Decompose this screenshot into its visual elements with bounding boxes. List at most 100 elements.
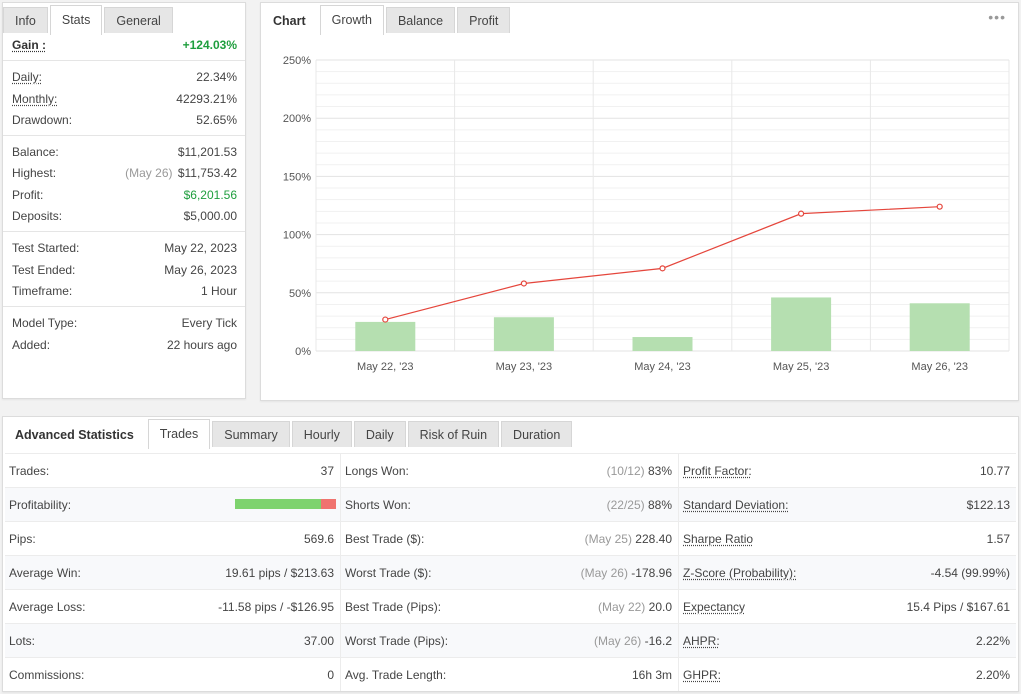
stat-value-group: 10.77 <box>980 464 1010 478</box>
stat-value: 2.22% <box>975 634 1010 648</box>
y-tick-label: 200% <box>283 113 311 125</box>
stat-value: 1.57 <box>986 532 1010 546</box>
x-tick-label: May 23, '23 <box>496 361 553 373</box>
gain-row: Gain : +124.03% <box>3 35 245 56</box>
tab-general[interactable]: General <box>104 7 173 33</box>
stat-label: Trades: <box>9 464 50 478</box>
profitability-win-fill <box>235 499 321 509</box>
stat-value: 37.00 <box>303 634 334 648</box>
stat-label[interactable]: AHPR: <box>683 634 720 648</box>
daily-label[interactable]: Daily: <box>12 70 43 85</box>
tab-trades[interactable]: Trades <box>147 419 211 449</box>
stat-value: 0 <box>327 668 334 682</box>
stat-value-group: 2.20% <box>976 668 1010 682</box>
growth-bar <box>493 317 554 351</box>
growth-point <box>936 203 943 210</box>
table-row: Average Loss: -11.58 pips / -$126.95 Best … <box>5 589 1016 623</box>
stat-cell: Z-Score (Probability): -4.54 (99.99%) <box>679 556 1016 589</box>
table-row: Pips: 569.6 Best Trade ($): (May 25) 228.40… <box>5 521 1016 555</box>
stat-value-group: -4.54 (99.99%) <box>931 566 1010 580</box>
x-tick-label: May 22, '23 <box>357 361 414 373</box>
stat-cell: Average Loss: -11.58 pips / -$126.95 <box>5 590 341 623</box>
stat-label[interactable]: Sharpe Ratio <box>683 532 754 546</box>
stat-value: $122.13 <box>966 498 1010 512</box>
stat-value-group: 16h 3m <box>632 668 672 682</box>
stat-value-group: 0 <box>327 668 334 682</box>
stat-label: Profitability: <box>9 498 72 512</box>
stat-cell: Worst Trade (Pips): (May 26) -16.2 <box>341 624 679 657</box>
tab-risk-of-ruin[interactable]: Risk of Ruin <box>407 421 500 447</box>
highest-value-group: (May 26) $11,753.42 <box>125 166 237 180</box>
monthly-label[interactable]: Monthly: <box>12 91 58 106</box>
growth-point <box>659 265 666 272</box>
daily-row: Daily: 22.34% <box>3 67 245 88</box>
growth-line <box>385 206 940 321</box>
table-row: Profitability: Shorts Won: (22/25) 88% Stan… <box>5 487 1016 521</box>
chart-title-tab: Chart <box>273 14 306 28</box>
tab-daily[interactable]: Daily <box>353 421 406 447</box>
tab-stats[interactable]: Stats <box>49 5 103 35</box>
test-started-value: May 22, 2023 <box>164 241 237 256</box>
divider <box>3 306 245 308</box>
stat-label: Worst Trade ($): <box>345 566 432 580</box>
stat-value: -11.58 pips / -$126.95 <box>218 600 334 614</box>
stat-label[interactable]: Profit Factor: <box>683 464 752 478</box>
tab-info[interactable]: Info <box>3 7 48 33</box>
x-tick-label: May 25, '23 <box>773 361 830 373</box>
deposits-value: $5,000.00 <box>183 209 237 224</box>
growth-point <box>382 316 389 323</box>
profit-value: $6,201.56 <box>183 187 237 202</box>
stat-label[interactable]: Expectancy <box>683 600 746 614</box>
chart-tabs: Chart Growth Balance Profit <box>261 3 512 35</box>
tab-hourly[interactable]: Hourly <box>291 421 352 447</box>
stat-cell: AHPR: 2.22% <box>679 624 1016 657</box>
divider <box>3 135 245 137</box>
stat-label: Shorts Won: <box>345 498 411 512</box>
balance-label: Balance: <box>12 145 59 160</box>
stats-body: Gain : +124.03% Daily: 22.34% Monthly: 4… <box>3 35 245 356</box>
stat-label[interactable]: Standard Deviation: <box>683 498 789 512</box>
stat-value-group: 37 <box>321 464 334 478</box>
test-ended-value: May 26, 2023 <box>164 262 237 277</box>
stat-value: 569.6 <box>303 532 334 546</box>
divider <box>3 231 245 233</box>
stat-detail: (22/25) <box>606 498 645 512</box>
tab-profit[interactable]: Profit <box>457 7 511 33</box>
stat-value-group: 37.00 <box>304 634 334 648</box>
monthly-value: 42293.21% <box>176 91 237 106</box>
tab-summary[interactable]: Summary <box>212 421 290 447</box>
stat-label[interactable]: GHPR: <box>683 668 722 682</box>
stat-value-group: 19.61 pips / $213.63 <box>225 566 334 580</box>
stat-cell: Trades: 37 <box>5 454 341 487</box>
x-tick-label: May 24, '23 <box>634 361 691 373</box>
stat-label: Commissions: <box>9 668 85 682</box>
profit-row: Profit: $6,201.56 <box>3 185 245 206</box>
gain-label[interactable]: Gain : <box>12 38 47 52</box>
profitability-loss-fill <box>320 499 336 509</box>
highest-value: $11,753.42 <box>177 166 237 181</box>
more-dots-icon[interactable]: ••• <box>988 9 1006 25</box>
stat-cell: Expectancy 15.4 Pips / $167.61 <box>679 590 1016 623</box>
model-type-value: Every Tick <box>181 316 237 331</box>
deposits-row: Deposits: $5,000.00 <box>3 206 245 227</box>
timeframe-label: Timeframe: <box>12 283 73 298</box>
growth-bar <box>632 337 693 351</box>
growth-bar <box>909 303 970 351</box>
stat-value-group: 2.22% <box>976 634 1010 648</box>
timeframe-value: 1 Hour <box>200 283 237 298</box>
tab-growth[interactable]: Growth <box>319 5 384 35</box>
stat-label: Worst Trade (Pips): <box>345 634 449 648</box>
highest-date: (May 26) <box>125 166 173 181</box>
table-row: Trades: 37 Longs Won: (10/12) 83% Profit Fac… <box>5 453 1016 487</box>
stat-value-group: (10/12) 83% <box>607 464 672 478</box>
drawdown-value: 52.65% <box>196 112 237 127</box>
trades-stats-grid: Trades: 37 Longs Won: (10/12) 83% Profit Fac… <box>5 453 1016 691</box>
timeframe-row: Timeframe: 1 Hour <box>3 281 245 302</box>
y-tick-label: 250% <box>283 55 311 67</box>
tab-duration[interactable]: Duration <box>501 421 573 447</box>
tab-balance[interactable]: Balance <box>385 7 456 33</box>
stat-cell: Profitability: <box>5 488 341 521</box>
stat-cell: Commissions: 0 <box>5 658 341 691</box>
stat-label[interactable]: Z-Score (Probability): <box>683 566 797 580</box>
stat-cell: Shorts Won: (22/25) 88% <box>341 488 679 521</box>
